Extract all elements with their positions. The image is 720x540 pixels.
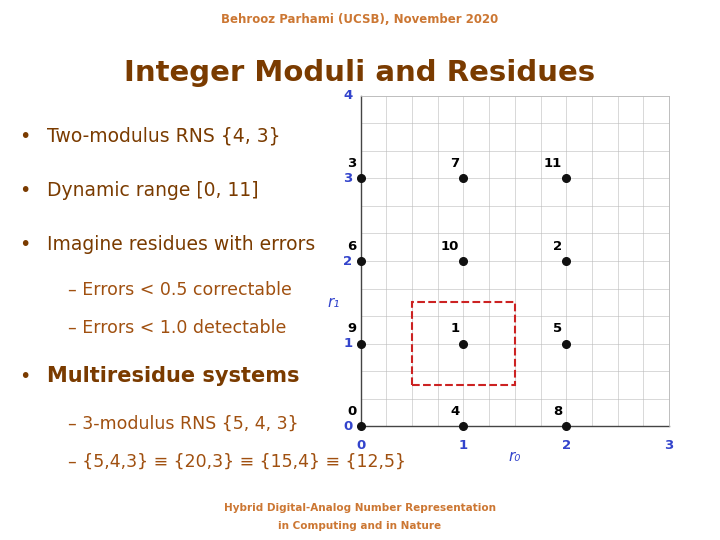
Text: 1: 1 xyxy=(450,322,459,335)
Text: 4: 4 xyxy=(343,89,352,102)
Text: 3: 3 xyxy=(347,157,356,170)
Text: 0: 0 xyxy=(356,438,365,451)
Text: 2: 2 xyxy=(562,438,571,451)
Text: Imagine residues with errors: Imagine residues with errors xyxy=(47,235,315,254)
Text: r₀: r₀ xyxy=(508,449,521,464)
Text: r₁: r₁ xyxy=(328,295,340,310)
Text: •: • xyxy=(19,127,31,146)
Text: – Errors < 1.0 detectable: – Errors < 1.0 detectable xyxy=(68,320,287,338)
Text: •: • xyxy=(19,367,31,386)
Text: 1: 1 xyxy=(343,337,352,350)
Text: 3: 3 xyxy=(665,438,674,451)
Text: 10: 10 xyxy=(441,240,459,253)
Text: – Errors < 0.5 correctable: – Errors < 0.5 correctable xyxy=(68,281,292,299)
Text: 2: 2 xyxy=(553,240,562,253)
Text: – {5,4,3} ≡ {20,3} ≡ {15,4} ≡ {12,5}: – {5,4,3} ≡ {20,3} ≡ {15,4} ≡ {12,5} xyxy=(68,453,406,471)
Text: Integer Moduli and Residues: Integer Moduli and Residues xyxy=(125,59,595,87)
Text: Dynamic range [0, 11]: Dynamic range [0, 11] xyxy=(47,181,258,200)
Text: •: • xyxy=(19,235,31,254)
Text: – 3-modulus RNS {5, 4, 3}: – 3-modulus RNS {5, 4, 3} xyxy=(68,415,299,433)
Text: 35: 35 xyxy=(685,511,702,525)
Text: Two-modulus RNS {4, 3}: Two-modulus RNS {4, 3} xyxy=(47,127,280,146)
Text: 5: 5 xyxy=(553,322,562,335)
Text: 0: 0 xyxy=(343,420,352,433)
Text: 4: 4 xyxy=(450,405,459,418)
Bar xyxy=(412,302,515,385)
Text: 3: 3 xyxy=(343,172,352,185)
Text: 1: 1 xyxy=(459,438,468,451)
Text: in Computing and in Nature: in Computing and in Nature xyxy=(279,522,441,531)
Text: Multiresidue systems: Multiresidue systems xyxy=(47,366,300,386)
Text: 2: 2 xyxy=(343,254,352,267)
Text: •: • xyxy=(19,181,31,200)
Text: 11: 11 xyxy=(544,157,562,170)
Text: 9: 9 xyxy=(347,322,356,335)
Text: Behrooz Parhami (UCSB), November 2020: Behrooz Parhami (UCSB), November 2020 xyxy=(221,13,499,26)
Text: 7: 7 xyxy=(450,157,459,170)
Text: 0: 0 xyxy=(347,405,356,418)
Text: 6: 6 xyxy=(347,240,356,253)
Text: 8: 8 xyxy=(553,405,562,418)
Text: Hybrid Digital-Analog Number Representation: Hybrid Digital-Analog Number Representat… xyxy=(224,503,496,514)
